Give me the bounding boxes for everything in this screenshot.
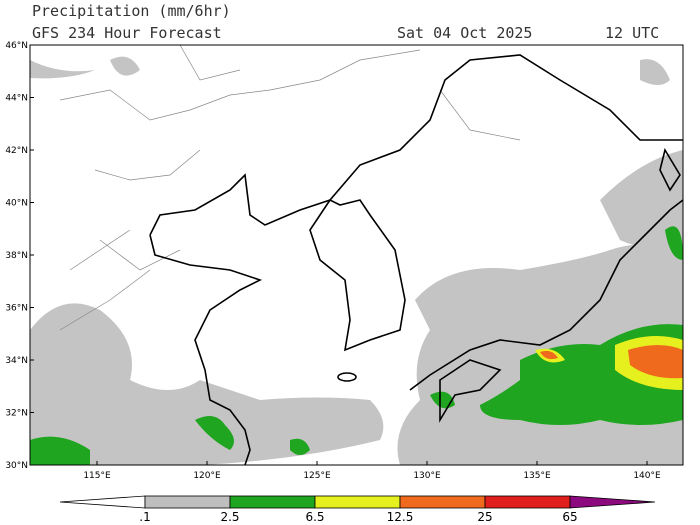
lon-label: 140°E xyxy=(633,471,661,481)
lat-label: 30°N xyxy=(5,461,28,471)
lat-label: 32°N xyxy=(5,409,28,419)
very-heavy-precip xyxy=(540,345,683,379)
province-borders xyxy=(59,45,521,331)
colorbar-segment xyxy=(144,495,231,509)
coast-north xyxy=(149,54,683,236)
lat-label: 46°N xyxy=(5,41,28,51)
lat-label: 36°N xyxy=(5,304,28,314)
japan xyxy=(409,147,683,423)
colorbar-label: 2.5 xyxy=(220,510,239,524)
colorbar-segment xyxy=(229,495,316,509)
colorbar-label: .1 xyxy=(139,510,150,524)
colorbar-label: 12.5 xyxy=(387,510,414,524)
colorbar-label: 65 xyxy=(562,510,577,524)
colorbar-segment xyxy=(59,495,146,509)
lon-label: 115°E xyxy=(83,471,111,481)
lon-label: 130°E xyxy=(413,471,441,481)
map-area xyxy=(30,45,683,465)
lon-label: 125°E xyxy=(303,471,331,481)
lon-label: 135°E xyxy=(523,471,551,481)
colorbar-label: 6.5 xyxy=(305,510,324,524)
lat-label: 38°N xyxy=(5,251,28,261)
title: Precipitation (mm/6hr) xyxy=(32,2,231,20)
colorbar-segment xyxy=(569,495,656,509)
colorbar-segment xyxy=(314,495,401,509)
korea xyxy=(309,198,406,352)
subtitle: GFS 234 Hour Forecast xyxy=(32,24,222,42)
colorbar-segment xyxy=(484,495,571,509)
lat-label: 34°N xyxy=(5,356,28,366)
colorbar-label: 25 xyxy=(477,510,492,524)
colorbar: .1 2.5 6.5 12.5 25 65 xyxy=(59,495,656,524)
ticks: 46°N 44°N 42°N 40°N 38°N 36°N 34°N 32°N 30°N 115°… xyxy=(5,41,661,481)
colorbar-segment xyxy=(399,495,486,509)
lat-label: 44°N xyxy=(5,94,28,104)
jeju xyxy=(337,372,357,382)
time: 12 UTC xyxy=(605,24,659,42)
coast-china xyxy=(149,234,263,465)
date: Sat 04 Oct 2025 xyxy=(397,24,532,42)
lat-label: 42°N xyxy=(5,146,28,156)
lon-label: 120°E xyxy=(193,471,221,481)
lat-label: 40°N xyxy=(5,199,28,209)
